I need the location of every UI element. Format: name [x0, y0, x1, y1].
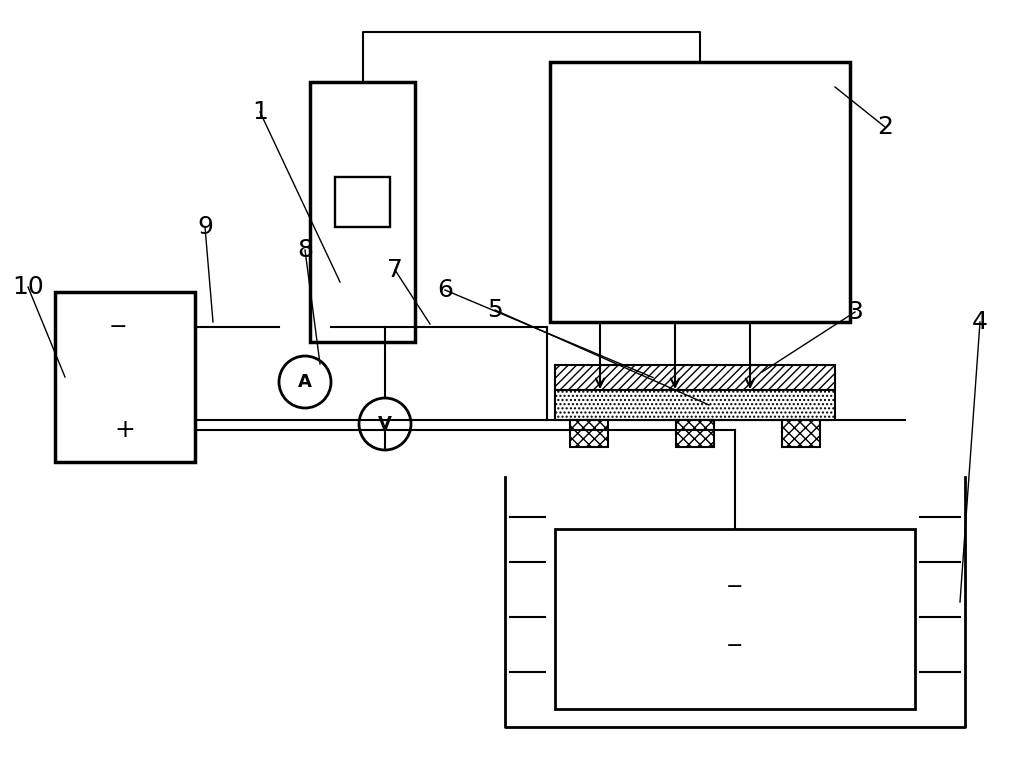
Circle shape: [279, 356, 331, 408]
Text: −: −: [726, 636, 744, 656]
Bar: [555, 390, 835, 420]
Text: V: V: [378, 415, 392, 433]
Bar: [676, 420, 714, 447]
Bar: [782, 420, 820, 447]
Text: −: −: [726, 576, 744, 597]
Text: 6: 6: [437, 278, 453, 302]
Bar: [55, 292, 195, 462]
Text: 8: 8: [297, 238, 313, 262]
Bar: [555, 529, 915, 709]
Text: 7: 7: [387, 258, 403, 282]
Bar: [310, 82, 415, 342]
Text: +: +: [114, 418, 135, 442]
Text: 1: 1: [252, 100, 268, 124]
Text: A: A: [298, 373, 312, 391]
Text: 5: 5: [487, 298, 503, 322]
Bar: [555, 365, 835, 390]
Text: 10: 10: [12, 275, 44, 299]
Bar: [550, 62, 850, 322]
Text: 4: 4: [972, 310, 988, 334]
Text: −: −: [109, 317, 128, 337]
Text: 9: 9: [197, 215, 213, 239]
Bar: [335, 177, 390, 227]
Text: 3: 3: [847, 300, 863, 324]
Text: 2: 2: [877, 115, 893, 139]
Bar: [570, 420, 608, 447]
Circle shape: [359, 398, 411, 450]
